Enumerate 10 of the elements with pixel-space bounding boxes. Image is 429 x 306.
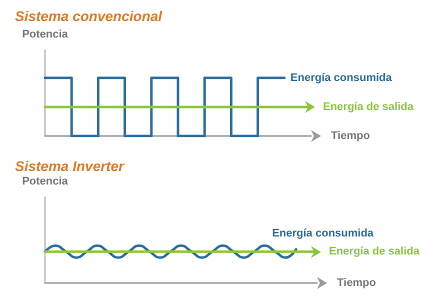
chart-title: Sistema Inverter [15, 158, 126, 174]
y-axis-title: Potencia [22, 28, 69, 40]
chart-title: Sistema convencional [15, 8, 164, 24]
x-axis-title: Tiempo [337, 277, 376, 289]
x-axis-title: Tiempo [331, 130, 370, 142]
series-label: Energía consumida [290, 72, 393, 84]
series-label: Energía de salida [329, 246, 420, 258]
series-label: Energía consumida [272, 227, 374, 240]
series-label: Energía de salida [323, 100, 414, 113]
y-axis-title: Potencia [22, 176, 69, 188]
